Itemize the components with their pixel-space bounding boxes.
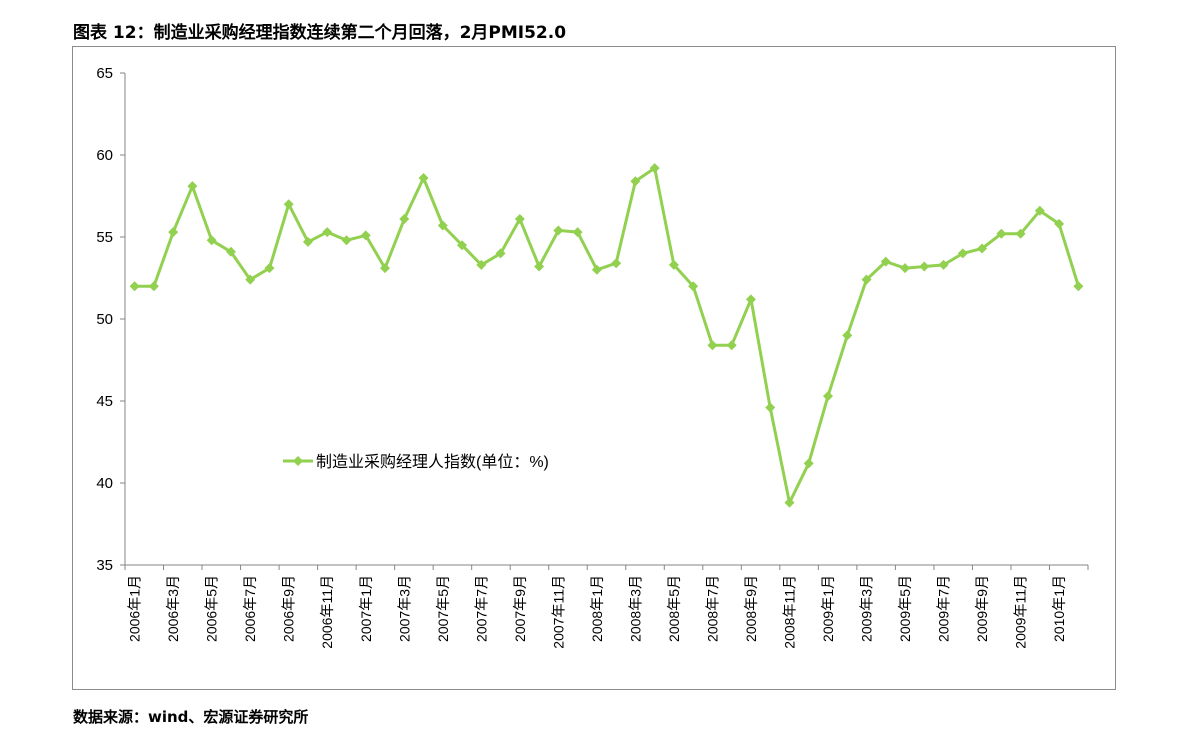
data-point-marker bbox=[187, 181, 198, 192]
data-point-marker bbox=[668, 259, 679, 270]
x-tick-label: 2008年1月 bbox=[589, 575, 605, 642]
data-point-marker bbox=[803, 458, 814, 469]
series-line bbox=[134, 166, 1080, 505]
data-point-marker bbox=[726, 340, 737, 351]
data-point-marker bbox=[996, 228, 1007, 239]
x-tick-label: 2009年5月 bbox=[897, 575, 913, 642]
data-point-marker bbox=[1034, 205, 1045, 216]
data-point-marker bbox=[900, 263, 911, 274]
data-point-marker bbox=[360, 230, 371, 241]
data-point-marker bbox=[880, 256, 891, 267]
y-tick-label: 50 bbox=[96, 311, 113, 328]
x-tick-label: 2009年11月 bbox=[1013, 575, 1029, 649]
y-tick-label: 35 bbox=[96, 557, 113, 574]
x-tick-label: 2007年11月 bbox=[550, 575, 566, 649]
x-tick-label: 2008年7月 bbox=[704, 575, 720, 642]
data-point-marker bbox=[1015, 228, 1026, 239]
x-tick-label: 2006年5月 bbox=[204, 575, 220, 642]
data-point-marker bbox=[495, 248, 506, 259]
data-point-marker bbox=[745, 294, 756, 305]
x-tick-label: 2008年11月 bbox=[781, 575, 797, 649]
data-point-marker bbox=[977, 243, 988, 254]
y-tick-label: 45 bbox=[96, 393, 113, 410]
legend-label: 制造业采购经理人指数(单位：%) bbox=[316, 453, 549, 471]
data-point-marker bbox=[649, 163, 660, 174]
y-tick-label: 60 bbox=[96, 147, 113, 164]
data-point-marker bbox=[707, 340, 718, 351]
x-tick-label: 2009年3月 bbox=[859, 575, 875, 642]
y-tick-label: 65 bbox=[96, 65, 113, 82]
data-point-marker bbox=[591, 264, 602, 275]
data-point-marker bbox=[919, 261, 930, 272]
data-point-marker bbox=[206, 235, 217, 246]
chart-frame bbox=[72, 46, 1116, 690]
data-point-marker bbox=[765, 402, 776, 413]
x-tick-label: 2007年7月 bbox=[473, 575, 489, 642]
data-point-marker bbox=[822, 391, 833, 402]
data-point-marker bbox=[437, 220, 448, 231]
data-point-marker bbox=[264, 263, 275, 274]
data-point-marker bbox=[611, 258, 622, 269]
x-tick-label: 2009年9月 bbox=[974, 575, 990, 642]
x-tick-label: 2009年1月 bbox=[820, 575, 836, 642]
data-point-marker bbox=[572, 227, 583, 238]
x-tick-label: 2009年7月 bbox=[936, 575, 952, 642]
x-tick-label: 2007年1月 bbox=[358, 575, 374, 642]
chart-title: 图表 12：制造业采购经理指数连续第二个月回落，2月PMI52.0 bbox=[73, 23, 567, 43]
data-point-marker bbox=[129, 281, 140, 292]
data-point-marker bbox=[1073, 281, 1084, 292]
data-point-marker bbox=[302, 236, 313, 247]
legend-marker bbox=[293, 456, 303, 466]
data-point-marker bbox=[842, 330, 853, 341]
x-tick-label: 2007年3月 bbox=[396, 575, 412, 642]
x-tick-label: 2007年9月 bbox=[512, 575, 528, 642]
data-point-marker bbox=[418, 172, 429, 183]
data-point-marker bbox=[245, 274, 256, 285]
data-point-marker bbox=[1054, 218, 1065, 229]
data-point-marker bbox=[380, 263, 391, 274]
x-tick-label: 2008年3月 bbox=[627, 575, 643, 642]
data-point-marker bbox=[341, 235, 352, 246]
data-point-marker bbox=[938, 259, 949, 270]
data-point-marker bbox=[283, 199, 294, 210]
data-point-marker bbox=[168, 227, 179, 238]
data-point-marker bbox=[148, 281, 159, 292]
x-tick-label: 2006年3月 bbox=[165, 575, 181, 642]
data-point-marker bbox=[784, 497, 795, 508]
data-point-marker bbox=[688, 281, 699, 292]
y-tick-label: 40 bbox=[96, 475, 113, 492]
data-point-marker bbox=[957, 248, 968, 259]
data-point-marker bbox=[534, 261, 545, 272]
data-point-marker bbox=[553, 225, 564, 236]
x-tick-label: 2008年9月 bbox=[743, 575, 759, 642]
x-tick-label: 2006年7月 bbox=[242, 575, 258, 642]
x-tick-label: 2007年5月 bbox=[435, 575, 451, 642]
x-tick-label: 2006年11月 bbox=[319, 575, 335, 649]
x-tick-label: 2006年9月 bbox=[281, 575, 297, 642]
data-point-marker bbox=[514, 213, 525, 224]
data-point-marker bbox=[322, 227, 333, 238]
data-point-marker bbox=[630, 176, 641, 187]
data-source: 数据来源：wind、宏源证券研究所 bbox=[73, 708, 309, 726]
data-point-marker bbox=[225, 246, 236, 257]
data-point-marker bbox=[476, 259, 487, 270]
data-point-marker bbox=[399, 213, 410, 224]
x-tick-label: 2010年1月 bbox=[1051, 575, 1067, 642]
x-tick-label: 2008年5月 bbox=[666, 575, 682, 642]
data-point-marker bbox=[457, 240, 468, 251]
x-tick-label: 2006年1月 bbox=[127, 575, 143, 642]
data-point-marker bbox=[861, 274, 872, 285]
y-tick-label: 55 bbox=[96, 229, 113, 246]
